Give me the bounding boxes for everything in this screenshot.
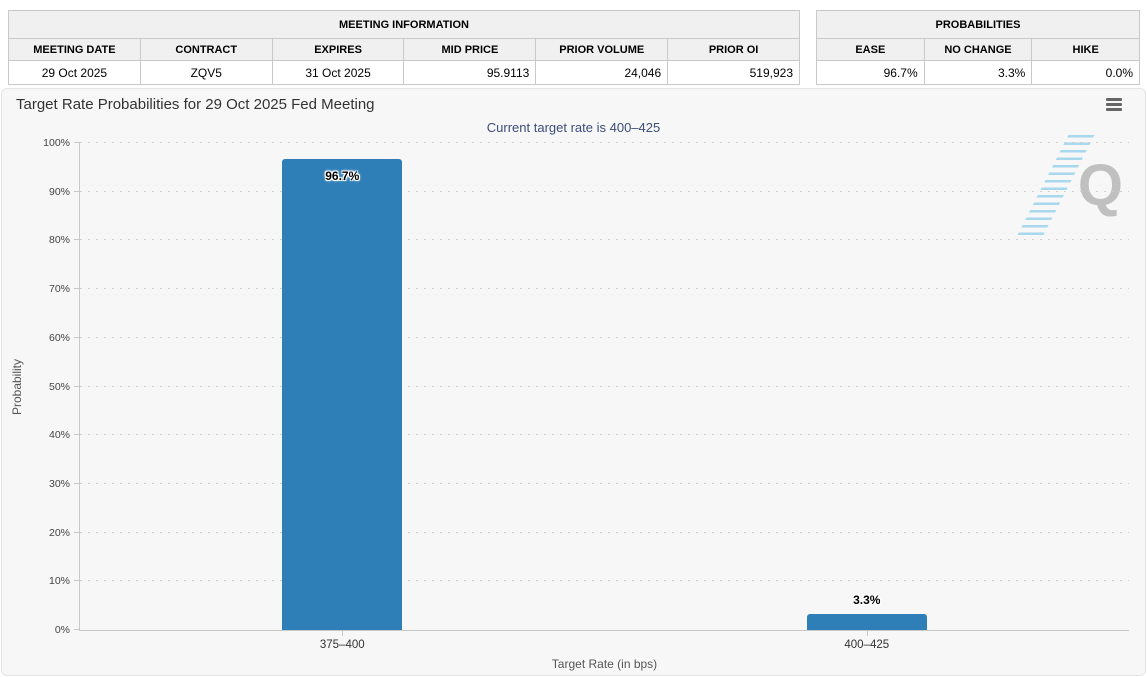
col-meeting-date: MEETING DATE [8, 38, 141, 61]
y-axis-tick [74, 288, 80, 290]
chart-title: Target Rate Probabilities for 29 Oct 202… [16, 96, 375, 113]
chart-subtitle: Current target rate is 400–425 [486, 120, 661, 135]
x-axis-tick [342, 630, 344, 636]
menu-bar [1106, 98, 1122, 101]
probabilities-row: 96.7% 3.3% 0.0% [816, 60, 1140, 85]
gridline [80, 580, 1129, 582]
col-contract: CONTRACT [139, 38, 273, 61]
gridline [80, 531, 1129, 533]
y-axis-label: 50% [48, 380, 70, 393]
col-prior-volume: PRIOR VOLUME [535, 38, 669, 61]
y-axis-tick [74, 629, 80, 630]
mid-price-value: 95.9113 [403, 60, 537, 85]
bar-value-label: 96.7% [325, 169, 360, 184]
y-axis-tick [74, 434, 80, 436]
gridline [80, 142, 1129, 143]
y-axis-tick [74, 385, 80, 387]
bar-400–425[interactable] [806, 613, 927, 630]
gridline [80, 482, 1129, 484]
meeting-information-title: MEETING INFORMATION [8, 10, 800, 39]
contract-value: ZQV5 [139, 60, 273, 85]
prior-oi-value: 519,923 [667, 60, 800, 85]
gridline [80, 288, 1129, 290]
probabilities-table: PROBABILITIES EASE NO CHANGE HIKE 96.7% … [816, 10, 1140, 85]
y-axis-label: 0% [54, 624, 70, 636]
y-axis-label: 20% [48, 526, 70, 539]
y-axis-label: 30% [48, 477, 70, 490]
col-no-change: NO CHANGE [923, 38, 1033, 61]
meeting-date-value: 29 Oct 2025 [8, 60, 141, 85]
menu-bar [1106, 108, 1122, 111]
y-axis-label: 40% [48, 429, 70, 442]
no-change-value: 3.3% [923, 60, 1033, 85]
y-axis-tick [74, 580, 80, 582]
y-axis-tick [74, 336, 80, 338]
y-axis-label: 10% [48, 575, 70, 588]
col-expires: EXPIRES [271, 38, 405, 61]
x-axis-tick [866, 630, 868, 636]
col-prior-oi: PRIOR OI [667, 38, 800, 61]
hike-value: 0.0% [1031, 60, 1140, 85]
col-hike: HIKE [1031, 38, 1140, 61]
ease-value: 96.7% [816, 60, 925, 85]
y-axis-tick [74, 190, 80, 192]
y-axis-label: 100% [43, 137, 70, 149]
y-axis-tick [74, 482, 80, 484]
y-axis-tick [74, 142, 80, 143]
top-tables: MEETING INFORMATION MEETING DATE CONTRAC… [8, 10, 1140, 85]
gridline [80, 336, 1129, 338]
x-axis-label: 400–425 [844, 639, 890, 651]
y-axis-label: 70% [48, 283, 70, 296]
y-axis-tick [74, 531, 80, 533]
probabilities-title: PROBABILITIES [816, 10, 1140, 39]
gridline [80, 190, 1129, 192]
x-axis-label: 375–400 [319, 639, 365, 651]
fed-meeting-probability-chart: Target Rate Probabilities for 29 Oct 202… [1, 88, 1146, 676]
bar-value-label: 3.3% [853, 592, 881, 607]
x-axis-title: Target Rate (in bps) [551, 657, 658, 671]
gridline [80, 385, 1129, 387]
gridline [80, 434, 1129, 436]
bar-375–400[interactable] [282, 159, 403, 630]
col-mid-price: MID PRICE [403, 38, 537, 61]
y-axis-label: 60% [48, 331, 70, 344]
y-axis-label: 80% [48, 234, 70, 247]
meeting-information-table: MEETING INFORMATION MEETING DATE CONTRAC… [8, 10, 800, 85]
chart-context-menu-icon[interactable] [1106, 98, 1122, 111]
plot-area: Probability Target Rate (in bps) 0% 10% 20… [10, 137, 1129, 671]
expires-value: 31 Oct 2025 [271, 60, 405, 85]
gridline [80, 239, 1129, 241]
y-axis-tick [74, 239, 80, 241]
menu-bar [1106, 103, 1122, 106]
prior-volume-value: 24,046 [535, 60, 669, 85]
meeting-information-row: 29 Oct 2025 ZQV5 31 Oct 2025 95.9113 24,… [8, 60, 800, 85]
col-ease: EASE [816, 38, 925, 61]
y-axis-label: 90% [48, 185, 70, 198]
